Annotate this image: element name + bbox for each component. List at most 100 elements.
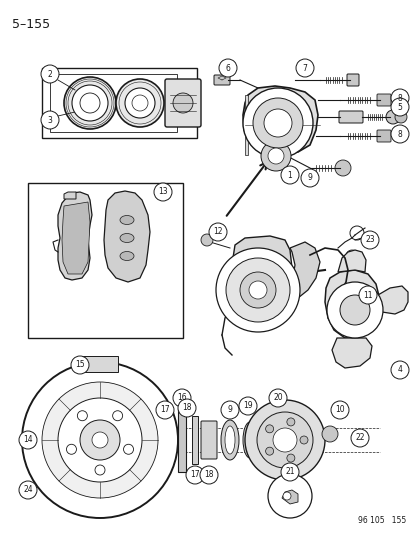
Text: 10: 10 (335, 406, 344, 415)
FancyBboxPatch shape (376, 94, 390, 106)
Circle shape (252, 98, 302, 148)
Circle shape (358, 286, 376, 304)
Text: 8: 8 (396, 93, 401, 102)
Polygon shape (62, 202, 90, 274)
Ellipse shape (120, 233, 134, 243)
Circle shape (345, 250, 357, 262)
Ellipse shape (221, 420, 238, 460)
Circle shape (321, 426, 337, 442)
Circle shape (280, 463, 298, 481)
Circle shape (116, 79, 164, 127)
Polygon shape (281, 490, 297, 504)
Polygon shape (192, 416, 197, 464)
Circle shape (156, 401, 173, 419)
Circle shape (385, 110, 399, 124)
Circle shape (295, 59, 313, 77)
Circle shape (154, 183, 171, 201)
Circle shape (330, 401, 348, 419)
Text: 24: 24 (23, 486, 33, 495)
Circle shape (240, 272, 275, 308)
Polygon shape (284, 242, 319, 300)
Text: 3: 3 (47, 116, 52, 125)
Polygon shape (58, 192, 92, 280)
Circle shape (286, 454, 294, 462)
Ellipse shape (242, 422, 256, 458)
Circle shape (360, 231, 378, 249)
Circle shape (248, 281, 266, 299)
Circle shape (41, 65, 59, 83)
Polygon shape (324, 270, 379, 338)
Ellipse shape (120, 252, 134, 261)
Text: 9: 9 (307, 174, 312, 182)
Polygon shape (242, 86, 317, 155)
FancyBboxPatch shape (338, 111, 362, 123)
Circle shape (19, 481, 37, 499)
Polygon shape (104, 191, 150, 282)
FancyBboxPatch shape (165, 79, 201, 127)
Text: 9: 9 (227, 406, 232, 415)
FancyBboxPatch shape (214, 75, 230, 85)
Circle shape (238, 397, 256, 415)
Circle shape (265, 425, 273, 433)
Polygon shape (64, 192, 76, 199)
Circle shape (112, 411, 122, 421)
Circle shape (390, 98, 408, 116)
Circle shape (58, 398, 142, 482)
Circle shape (209, 223, 226, 241)
Circle shape (268, 389, 286, 407)
Circle shape (19, 431, 37, 449)
Text: 2: 2 (47, 69, 52, 78)
Circle shape (334, 160, 350, 176)
Circle shape (265, 447, 273, 455)
Circle shape (242, 88, 312, 158)
FancyBboxPatch shape (201, 421, 216, 459)
Text: 21: 21 (285, 467, 294, 477)
Text: 11: 11 (362, 290, 372, 300)
Circle shape (173, 93, 192, 113)
Circle shape (272, 428, 296, 452)
Ellipse shape (120, 215, 134, 224)
Circle shape (201, 234, 212, 246)
Text: 22: 22 (354, 433, 364, 442)
FancyBboxPatch shape (376, 130, 390, 142)
Circle shape (350, 429, 368, 447)
Bar (42, 68, 197, 138)
Circle shape (123, 445, 133, 454)
Circle shape (326, 282, 382, 338)
Circle shape (390, 125, 408, 143)
Polygon shape (178, 408, 185, 472)
Circle shape (256, 412, 312, 468)
Text: 96 105   155: 96 105 155 (357, 516, 405, 525)
Circle shape (66, 445, 76, 454)
Circle shape (389, 293, 403, 307)
Circle shape (72, 85, 108, 121)
Circle shape (394, 111, 406, 123)
Text: 17: 17 (190, 471, 199, 480)
Circle shape (42, 382, 158, 498)
Text: 23: 23 (364, 236, 374, 245)
Text: 20: 20 (273, 393, 282, 402)
Text: 18: 18 (204, 471, 213, 480)
Text: 19: 19 (242, 401, 252, 410)
Circle shape (260, 141, 290, 171)
Circle shape (390, 361, 408, 379)
Text: 17: 17 (160, 406, 169, 415)
Circle shape (41, 111, 59, 129)
Circle shape (64, 77, 116, 129)
Circle shape (390, 89, 408, 107)
Circle shape (299, 436, 307, 444)
Circle shape (225, 258, 289, 322)
Circle shape (244, 400, 324, 480)
Circle shape (221, 401, 238, 419)
Text: 7: 7 (302, 63, 307, 72)
Polygon shape (233, 236, 291, 298)
Text: 6: 6 (225, 63, 230, 72)
Circle shape (300, 169, 318, 187)
Bar (50, 74, 177, 132)
Polygon shape (82, 356, 118, 372)
Text: 1: 1 (287, 171, 292, 180)
Ellipse shape (224, 426, 235, 454)
Circle shape (282, 492, 290, 500)
Circle shape (267, 474, 311, 518)
Circle shape (286, 418, 294, 426)
